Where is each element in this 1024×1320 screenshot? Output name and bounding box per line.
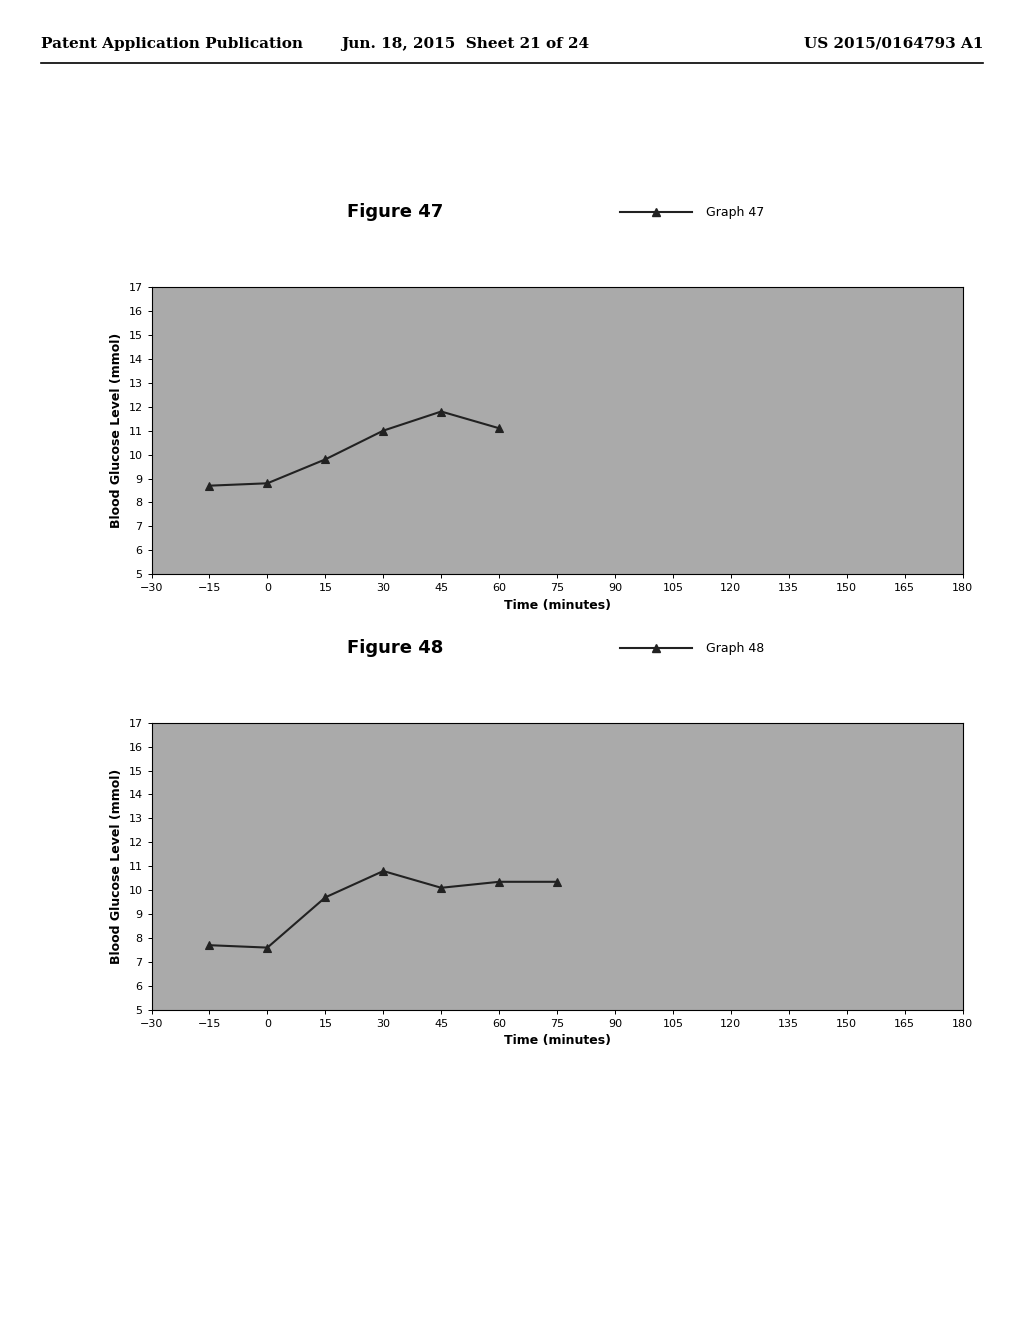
Y-axis label: Blood Glucose Level (mmol): Blood Glucose Level (mmol) [110, 768, 123, 964]
Text: Figure 47: Figure 47 [347, 203, 443, 222]
Text: Patent Application Publication: Patent Application Publication [41, 37, 303, 50]
Text: Jun. 18, 2015  Sheet 21 of 24: Jun. 18, 2015 Sheet 21 of 24 [341, 37, 589, 50]
Text: Graph 47: Graph 47 [706, 206, 764, 219]
Text: US 2015/0164793 A1: US 2015/0164793 A1 [804, 37, 983, 50]
Text: Figure 48: Figure 48 [347, 639, 443, 657]
Y-axis label: Blood Glucose Level (mmol): Blood Glucose Level (mmol) [110, 333, 123, 528]
Text: Graph 48: Graph 48 [706, 642, 764, 655]
X-axis label: Time (minutes): Time (minutes) [504, 1035, 610, 1047]
X-axis label: Time (minutes): Time (minutes) [504, 599, 610, 611]
